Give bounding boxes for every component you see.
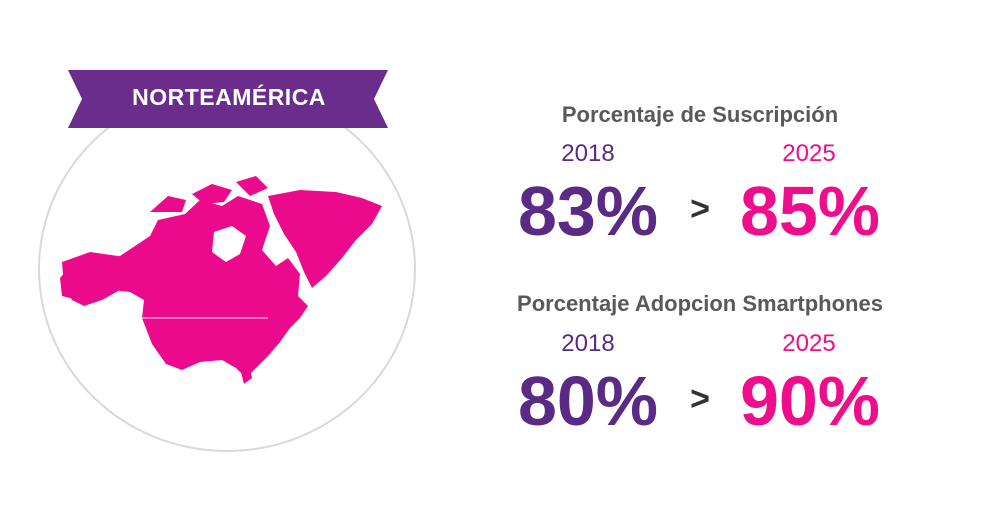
smartphones-from-year: 2018 xyxy=(561,330,615,357)
subscription-title: Porcentaje de Suscripción xyxy=(561,102,839,127)
subscription-from-value: 83% xyxy=(517,172,659,250)
smartphones-title: Porcentaje Adopcion Smartphones xyxy=(517,291,883,316)
subscription-to-value: 85% xyxy=(739,172,881,250)
region-ribbon xyxy=(68,70,388,128)
subscription-separator: > xyxy=(690,190,710,228)
region-label: NORTEAMÉRICA xyxy=(132,84,326,110)
subscription-from-year: 2018 xyxy=(561,140,615,167)
smartphones-separator: > xyxy=(690,380,710,418)
smartphones-to-year: 2025 xyxy=(782,330,836,357)
smartphones-from-value: 80% xyxy=(517,362,659,440)
smartphones-to-value: 90% xyxy=(739,362,881,440)
subscription-to-year: 2025 xyxy=(782,140,836,167)
